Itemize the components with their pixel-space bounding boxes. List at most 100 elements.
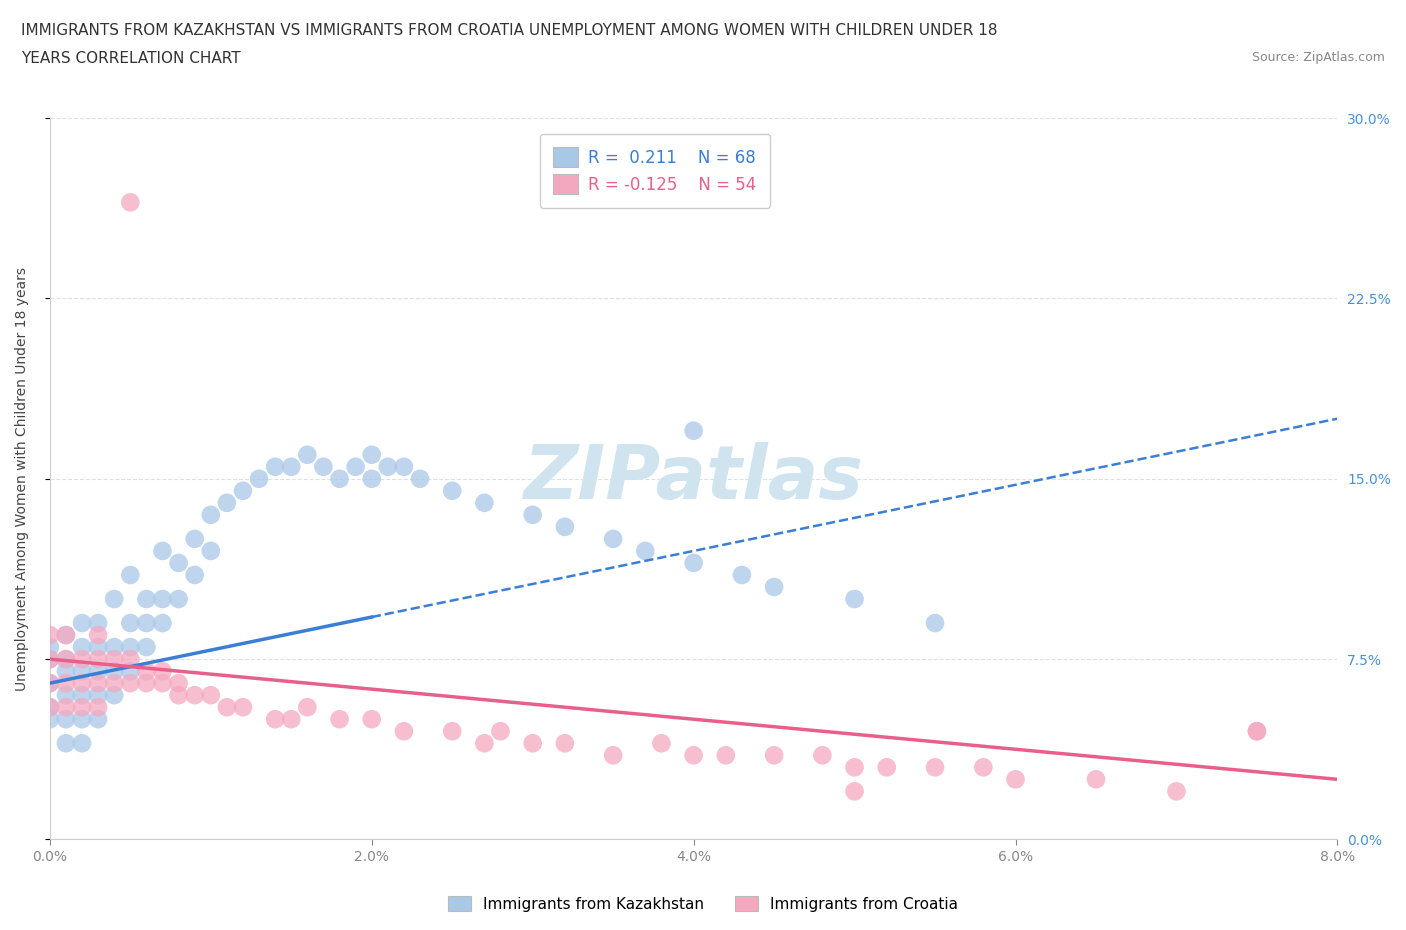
Point	[409, 472, 432, 486]
Point	[682, 555, 704, 570]
Point	[392, 459, 415, 474]
Point	[731, 567, 754, 582]
Point	[297, 447, 319, 462]
Point	[70, 711, 93, 726]
Point	[232, 484, 254, 498]
Point	[38, 652, 60, 667]
Point	[55, 699, 77, 714]
Point	[87, 676, 110, 691]
Point	[602, 748, 624, 763]
Point	[38, 699, 60, 714]
Point	[844, 591, 866, 606]
Point	[103, 688, 125, 703]
Point	[120, 616, 142, 631]
Point	[167, 676, 190, 691]
Point	[87, 652, 110, 667]
Point	[38, 628, 60, 643]
Point	[103, 664, 125, 679]
Legend: Immigrants from Kazakhstan, Immigrants from Croatia: Immigrants from Kazakhstan, Immigrants f…	[441, 889, 965, 918]
Point	[120, 640, 142, 655]
Point	[152, 591, 174, 606]
Point	[70, 664, 93, 679]
Point	[474, 736, 496, 751]
Point	[55, 688, 77, 703]
Point	[650, 736, 672, 751]
Point	[152, 664, 174, 679]
Point	[522, 736, 544, 751]
Point	[87, 664, 110, 679]
Point	[87, 628, 110, 643]
Point	[87, 616, 110, 631]
Point	[87, 688, 110, 703]
Point	[183, 688, 205, 703]
Point	[167, 555, 190, 570]
Point	[120, 676, 142, 691]
Point	[682, 748, 704, 763]
Point	[120, 195, 142, 210]
Point	[1246, 724, 1268, 738]
Text: ZIPatlas: ZIPatlas	[523, 443, 863, 515]
Point	[200, 543, 222, 558]
Point	[55, 652, 77, 667]
Point	[1004, 772, 1026, 787]
Point	[103, 640, 125, 655]
Point	[70, 699, 93, 714]
Point	[554, 736, 576, 751]
Point	[103, 676, 125, 691]
Point	[876, 760, 898, 775]
Point	[167, 688, 190, 703]
Point	[1166, 784, 1188, 799]
Point	[682, 423, 704, 438]
Point	[70, 676, 93, 691]
Point	[70, 688, 93, 703]
Point	[70, 652, 93, 667]
Point	[844, 760, 866, 775]
Point	[120, 652, 142, 667]
Point	[70, 616, 93, 631]
Point	[264, 711, 287, 726]
Text: IMMIGRANTS FROM KAZAKHSTAN VS IMMIGRANTS FROM CROATIA UNEMPLOYMENT AMONG WOMEN W: IMMIGRANTS FROM KAZAKHSTAN VS IMMIGRANTS…	[21, 23, 998, 38]
Point	[360, 711, 382, 726]
Point	[38, 676, 60, 691]
Point	[135, 616, 157, 631]
Point	[103, 652, 125, 667]
Point	[811, 748, 834, 763]
Point	[714, 748, 737, 763]
Point	[55, 664, 77, 679]
Point	[120, 567, 142, 582]
Point	[215, 496, 238, 511]
Point	[200, 688, 222, 703]
Point	[554, 520, 576, 535]
Point	[763, 748, 786, 763]
Point	[441, 484, 464, 498]
Point	[152, 543, 174, 558]
Point	[280, 459, 302, 474]
Point	[392, 724, 415, 738]
Point	[152, 676, 174, 691]
Point	[135, 640, 157, 655]
Point	[55, 628, 77, 643]
Text: YEARS CORRELATION CHART: YEARS CORRELATION CHART	[21, 51, 240, 66]
Point	[183, 531, 205, 546]
Point	[441, 724, 464, 738]
Point	[844, 784, 866, 799]
Text: Source: ZipAtlas.com: Source: ZipAtlas.com	[1251, 51, 1385, 64]
Point	[328, 472, 350, 486]
Point	[247, 472, 270, 486]
Point	[103, 591, 125, 606]
Point	[328, 711, 350, 726]
Legend: R =  0.211    N = 68, R = -0.125    N = 54: R = 0.211 N = 68, R = -0.125 N = 54	[540, 134, 770, 207]
Point	[200, 508, 222, 523]
Point	[344, 459, 367, 474]
Point	[120, 664, 142, 679]
Point	[70, 640, 93, 655]
Point	[215, 699, 238, 714]
Point	[55, 736, 77, 751]
Point	[474, 496, 496, 511]
Point	[360, 472, 382, 486]
Point	[489, 724, 512, 738]
Point	[55, 652, 77, 667]
Point	[924, 760, 946, 775]
Point	[87, 699, 110, 714]
Point	[38, 711, 60, 726]
